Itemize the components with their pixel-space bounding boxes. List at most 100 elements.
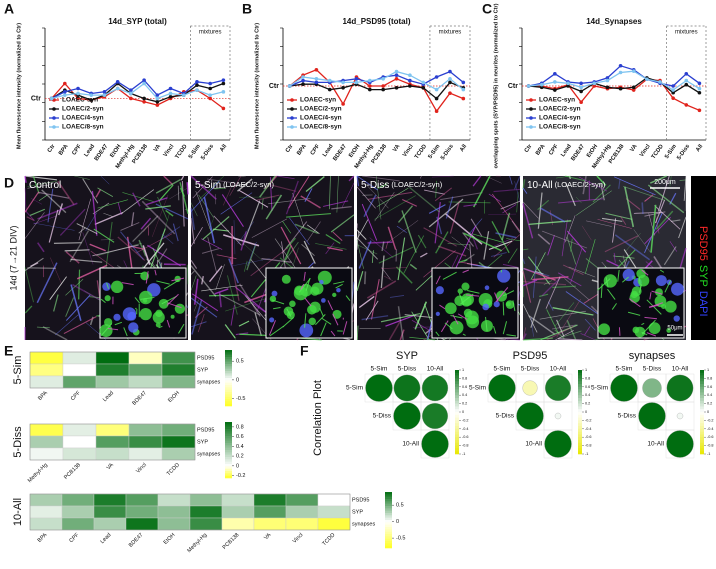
- neurite: [250, 247, 288, 277]
- neurite: [122, 192, 154, 202]
- colorbar-segment: [455, 431, 459, 435]
- neurite: [365, 300, 379, 321]
- colorbar-segment: [455, 406, 459, 410]
- neurite: [221, 194, 244, 227]
- neurite: [172, 223, 179, 242]
- colorbar-segment: [455, 423, 459, 427]
- data-point: [195, 88, 199, 92]
- colorbar-segment: [578, 414, 582, 418]
- series-line: [528, 77, 700, 94]
- neurite: [557, 272, 582, 287]
- colorbar-segment: [700, 403, 704, 407]
- neurite: [621, 276, 629, 283]
- data-point: [461, 96, 466, 101]
- colorbar-segment: [578, 440, 582, 444]
- neurite: [271, 184, 297, 192]
- data-point: [89, 98, 94, 102]
- colorbar-segment: [578, 437, 582, 441]
- neurite: [82, 178, 99, 204]
- colorbar-segment: [385, 513, 392, 516]
- data-point: [434, 75, 439, 79]
- neurite: [493, 188, 521, 193]
- colorbar-segment: [578, 434, 582, 438]
- data-point: [301, 75, 305, 79]
- heatmap-cell: [29, 351, 64, 365]
- cell-body: [155, 322, 161, 328]
- neurite: [298, 277, 311, 293]
- neurite: [657, 175, 670, 212]
- row-label: 10-All: [647, 441, 664, 448]
- neurite: [41, 189, 67, 214]
- column-label: BDE47: [128, 532, 145, 549]
- neurite: [190, 297, 218, 318]
- neurite: [522, 268, 550, 277]
- neurite: [190, 217, 195, 244]
- micrograph: [24, 175, 189, 341]
- colorbar-segment: [578, 403, 582, 407]
- data-point: [129, 88, 133, 92]
- colorbar-segment: [455, 378, 459, 382]
- neurite: [367, 241, 393, 244]
- neurite: [463, 232, 503, 252]
- neurite: [29, 208, 46, 216]
- neurite: [397, 306, 404, 341]
- chart-title: 14d_SYP (total): [108, 17, 167, 26]
- neurite: [27, 180, 58, 187]
- neurite: [149, 228, 166, 269]
- data-point: [618, 86, 623, 91]
- channel-label: DAPI: [697, 291, 709, 317]
- neurite: [540, 207, 566, 223]
- colorbar-tick-label: -0.2: [462, 418, 469, 422]
- neurite: [190, 202, 198, 217]
- neurite: [624, 232, 641, 253]
- neurite: [163, 279, 179, 290]
- neurite: [33, 215, 58, 225]
- cell-body: [321, 298, 326, 303]
- neurite: [207, 178, 236, 184]
- neurite: [59, 208, 86, 236]
- colorbar-tick-label: 0.5: [236, 359, 244, 365]
- colorbar-segment: [225, 394, 232, 397]
- neurite: [584, 318, 596, 331]
- neurite: [554, 329, 565, 339]
- colorbar-segment: [578, 395, 582, 399]
- cell-body: [664, 300, 677, 313]
- neurite: [584, 326, 591, 336]
- heatmap-cell: [253, 505, 287, 519]
- colorbar-segment: [700, 395, 704, 399]
- cell-body: [463, 308, 473, 318]
- neurite: [186, 182, 189, 195]
- colorbar-segment: [225, 371, 232, 374]
- legend-marker: [290, 107, 294, 111]
- colorbar-segment: [455, 426, 459, 430]
- data-point: [448, 69, 452, 74]
- neurite: [69, 230, 90, 263]
- data-point: [208, 96, 212, 101]
- data-point: [301, 82, 305, 86]
- cell-body: [308, 317, 316, 326]
- neurite: [470, 263, 490, 269]
- colorbar-segment: [225, 352, 232, 355]
- colorbar-tick-label: -0.2: [585, 418, 592, 422]
- cell-body: [139, 307, 152, 321]
- data-point: [421, 86, 426, 90]
- data-point: [115, 80, 120, 84]
- data-point: [697, 86, 702, 91]
- neurite: [140, 217, 152, 230]
- column-label: 5-Diss: [521, 366, 540, 373]
- neurite: [423, 250, 456, 278]
- cell-body: [505, 300, 515, 309]
- colorbar-segment: [225, 426, 232, 430]
- colorbar-segment: [578, 442, 582, 446]
- neurite: [268, 320, 276, 336]
- neurite: [501, 212, 511, 241]
- heatmap-cell: [95, 435, 130, 449]
- colorbar-segment: [225, 473, 232, 476]
- colorbar-segment: [225, 361, 232, 365]
- x-tick-label: 5-Diss: [676, 144, 691, 162]
- legend-marker: [529, 98, 533, 102]
- heatmap-cell: [61, 505, 95, 519]
- neurite: [24, 257, 44, 272]
- cell-body: [673, 315, 680, 322]
- neurite: [434, 202, 441, 244]
